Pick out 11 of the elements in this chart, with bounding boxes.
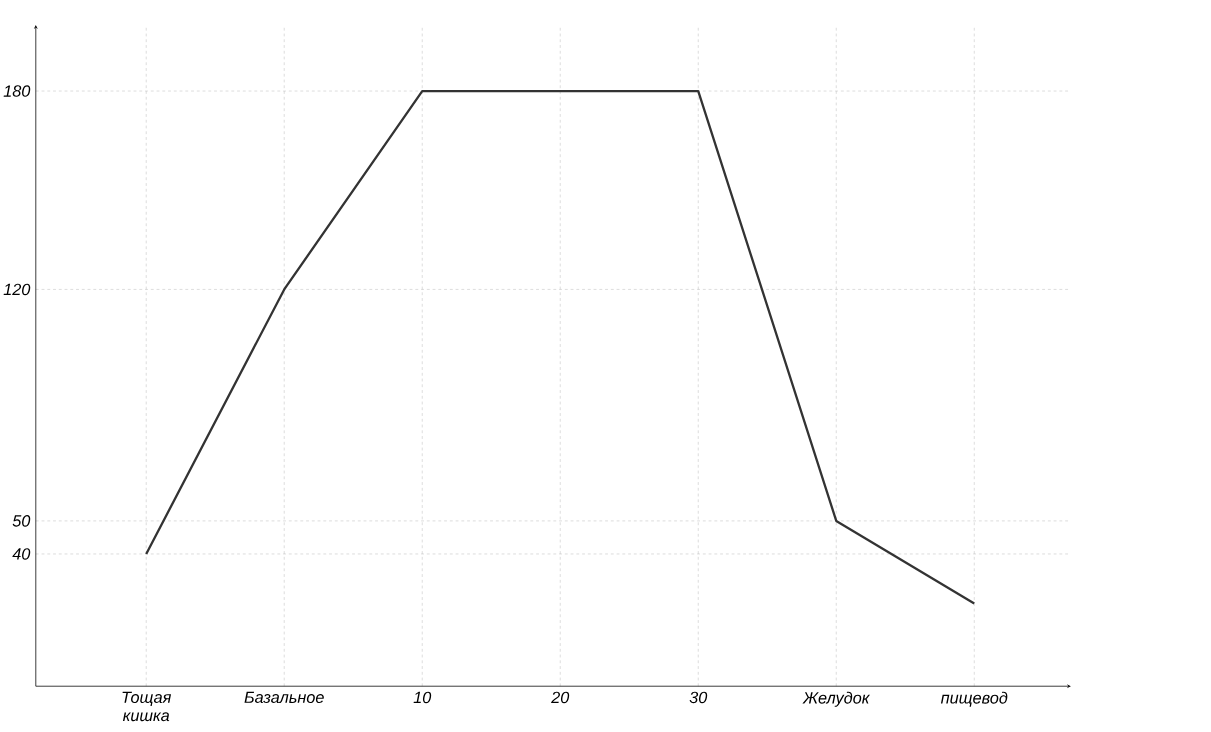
y-tick-label: 40 (12, 548, 31, 560)
y-tick-label: 50 (12, 515, 31, 527)
x-tick-label: Желудок (802, 691, 870, 707)
y-tick-label: 180 (3, 85, 31, 97)
x-tick-label: пищевод (940, 691, 1008, 707)
x-tick-label: Базальное (244, 691, 324, 703)
x-tick-label: 20 (551, 691, 570, 704)
x-tick-label: 10 (413, 691, 432, 704)
x-tick-label: Тощая кишка (122, 691, 172, 722)
y-tick-label: 120 (3, 283, 31, 296)
x-tick-label: 30 (689, 691, 708, 704)
